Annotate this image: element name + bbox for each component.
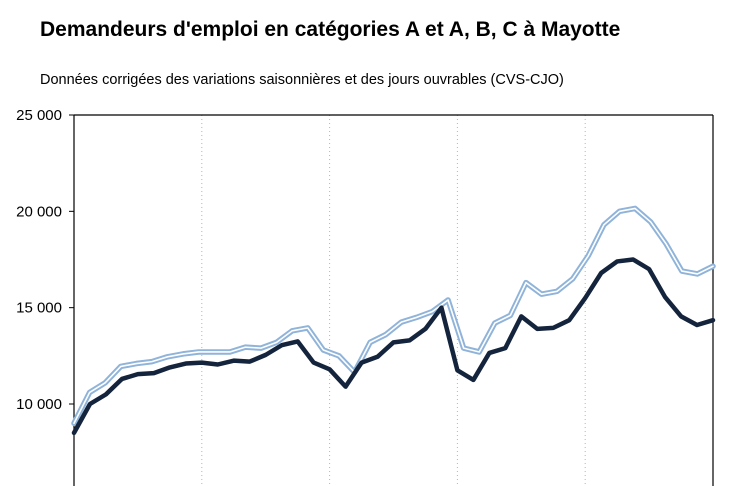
series-line-abc-core (73, 207, 714, 425)
chart-title: Demandeurs d'emploi en catégories A et A… (40, 18, 621, 41)
series-line-a (71, 257, 716, 436)
grid (201, 115, 586, 486)
y-tick-label: 10 000 (16, 396, 62, 413)
chart-subtitle: Données corrigées des variations saisonn… (40, 72, 564, 88)
y-axis-ticks: 25 000 20 000 15 000 10 000 (16, 107, 74, 413)
series-line-abc (71, 205, 716, 427)
axes (73, 114, 714, 486)
y-tick-label: 15 000 (16, 300, 62, 317)
y-tick-label: 20 000 (16, 203, 62, 220)
y-tick-label: 25 000 (16, 107, 62, 124)
series-lines (71, 205, 716, 436)
